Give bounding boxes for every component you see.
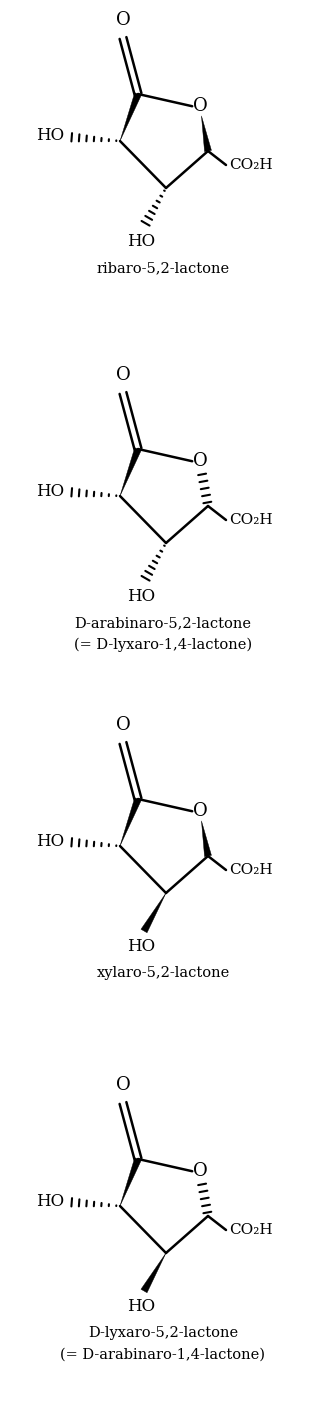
Polygon shape xyxy=(141,893,166,933)
Text: HO: HO xyxy=(127,588,155,605)
Text: D-arabinaro-5,2-lactone: D-arabinaro-5,2-lactone xyxy=(75,616,251,630)
Text: ribaro-5,2-lactone: ribaro-5,2-lactone xyxy=(96,261,230,275)
Polygon shape xyxy=(141,1253,166,1293)
Polygon shape xyxy=(120,1158,141,1206)
Text: O: O xyxy=(193,1163,207,1180)
Text: O: O xyxy=(193,98,207,115)
Text: HO: HO xyxy=(127,1298,155,1315)
Polygon shape xyxy=(201,116,212,152)
Text: CO₂H: CO₂H xyxy=(229,862,273,877)
Polygon shape xyxy=(120,93,141,142)
Text: O: O xyxy=(193,452,207,470)
Text: HO: HO xyxy=(127,234,155,251)
Text: CO₂H: CO₂H xyxy=(229,1223,273,1238)
Text: HO: HO xyxy=(36,127,64,144)
Polygon shape xyxy=(120,447,141,496)
Text: O: O xyxy=(193,801,207,820)
Text: O: O xyxy=(116,365,130,384)
Text: HO: HO xyxy=(36,483,64,500)
Text: CO₂H: CO₂H xyxy=(229,159,273,171)
Polygon shape xyxy=(201,821,212,857)
Text: (= D-arabinaro-1,4-lactone): (= D-arabinaro-1,4-lactone) xyxy=(61,1348,265,1362)
Text: HO: HO xyxy=(127,937,155,954)
Text: (= D-lyxaro-1,4-lactone): (= D-lyxaro-1,4-lactone) xyxy=(74,639,252,653)
Polygon shape xyxy=(120,797,141,845)
Text: xylaro-5,2-lactone: xylaro-5,2-lactone xyxy=(96,966,230,980)
Text: O: O xyxy=(116,11,130,28)
Text: O: O xyxy=(116,1076,130,1095)
Text: D-lyxaro-5,2-lactone: D-lyxaro-5,2-lactone xyxy=(88,1325,238,1340)
Text: HO: HO xyxy=(36,833,64,850)
Text: HO: HO xyxy=(36,1192,64,1209)
Text: CO₂H: CO₂H xyxy=(229,513,273,527)
Text: O: O xyxy=(116,716,130,733)
